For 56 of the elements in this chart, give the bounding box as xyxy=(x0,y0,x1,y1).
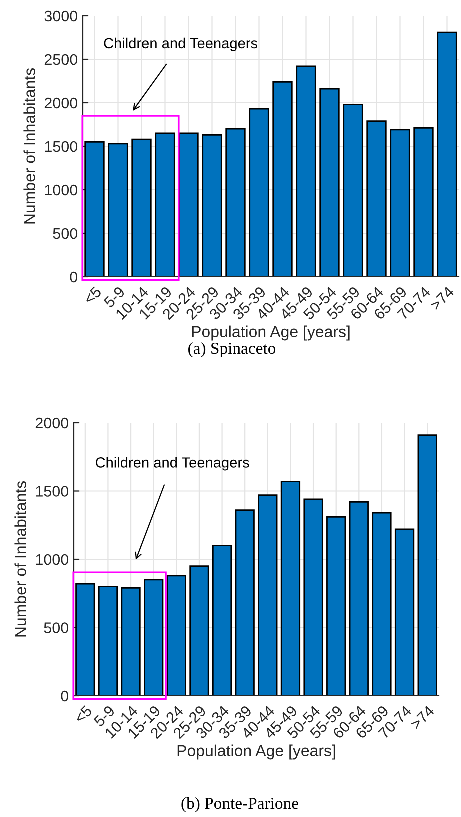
x-axis-title: Population Age [years] xyxy=(192,326,350,341)
bar xyxy=(366,120,387,277)
bar xyxy=(76,583,96,696)
bar xyxy=(296,66,316,277)
y-tick-label: 1000 xyxy=(36,554,69,566)
bar xyxy=(304,498,324,696)
bar xyxy=(258,494,278,696)
bar xyxy=(226,128,246,277)
bar xyxy=(202,134,222,277)
y-tick-label: 1000 xyxy=(45,184,78,196)
annotation: Children and Teenagers xyxy=(96,457,250,471)
bar xyxy=(320,88,340,277)
x-tick-label: <5 xyxy=(74,705,93,724)
y-axis-title: Number of Inhabitants xyxy=(24,68,36,224)
bar xyxy=(121,587,141,696)
y-tick-label: 0 xyxy=(70,272,78,283)
bar xyxy=(212,545,232,696)
bar xyxy=(343,104,364,277)
bar xyxy=(414,128,434,277)
y-tick-label: 2000 xyxy=(36,418,69,429)
x-axis-title: Population Age [years] xyxy=(178,744,336,760)
y-tick-label: 3000 xyxy=(44,10,78,22)
y-tick-label: 1500 xyxy=(36,486,69,497)
bar xyxy=(155,132,176,277)
annotation: Children and Teenagers xyxy=(104,38,258,52)
bar xyxy=(166,575,186,696)
x-tick-label: >74 xyxy=(410,705,436,730)
y-tick-label: 2500 xyxy=(44,54,78,66)
y-axis-title: Number of Inhabitants xyxy=(14,481,26,637)
bar xyxy=(108,143,128,277)
bar xyxy=(418,434,438,696)
y-tick-label: 500 xyxy=(53,228,78,240)
y-tick-label: 2000 xyxy=(44,98,78,109)
bar xyxy=(272,81,293,277)
bar xyxy=(349,501,369,696)
y-tick-label: 500 xyxy=(44,622,69,634)
bar xyxy=(84,141,105,277)
bar xyxy=(326,516,346,696)
bar xyxy=(144,579,164,696)
bar xyxy=(98,586,118,696)
bar xyxy=(235,510,255,696)
bar xyxy=(390,129,410,277)
y-tick-label: 0 xyxy=(61,690,69,702)
x-tick-label: >74 xyxy=(430,286,455,311)
bar xyxy=(372,512,392,696)
bar xyxy=(178,132,199,277)
bar xyxy=(249,108,270,277)
bar xyxy=(280,481,301,696)
x-tick-label: <5 xyxy=(83,286,102,306)
y-tick-label: 1500 xyxy=(45,141,78,152)
bar xyxy=(394,528,415,696)
bar xyxy=(437,32,458,277)
text: (b) Ponte-Parione xyxy=(182,797,298,813)
bar xyxy=(190,566,210,696)
text: (a) Spinaceto xyxy=(188,342,276,358)
bar xyxy=(132,138,152,277)
